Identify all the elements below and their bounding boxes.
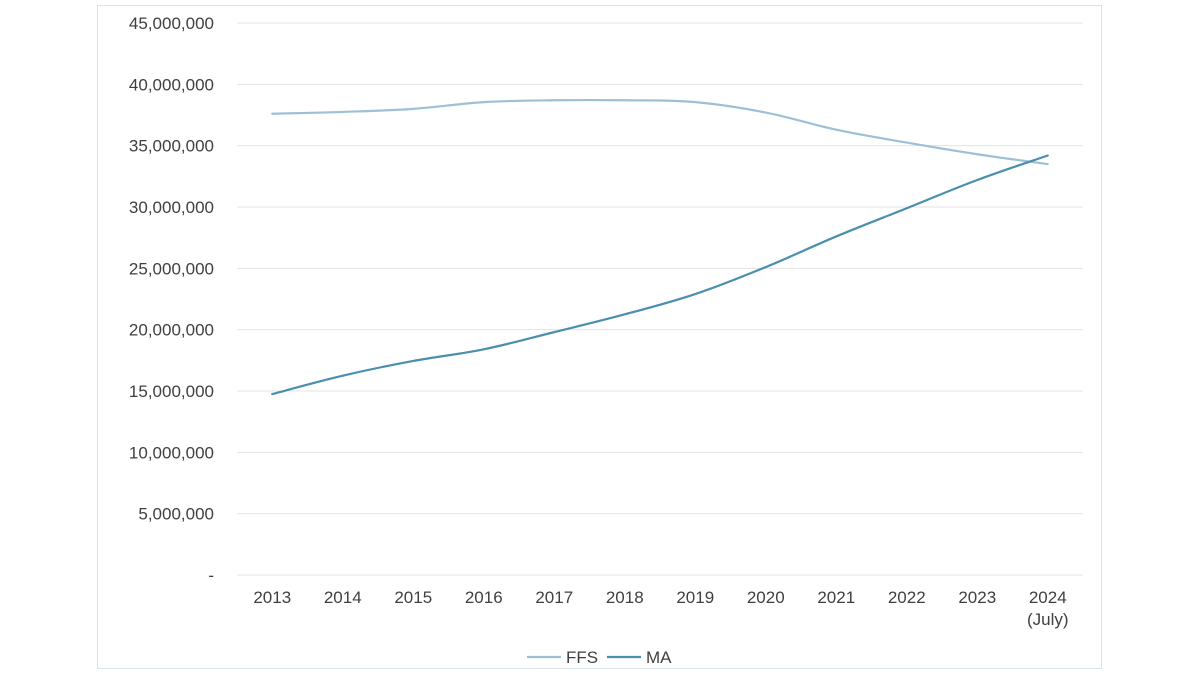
series-line-ma — [271, 154, 1049, 396]
x-tick-label: 2019 — [676, 588, 714, 607]
x-tick-label: 2017 — [535, 588, 573, 607]
x-tick-label: 2020 — [747, 588, 785, 607]
y-tick-label: 25,000,000 — [129, 259, 214, 278]
x-tick-label: 2023 — [958, 588, 996, 607]
y-tick-label: 35,000,000 — [129, 137, 214, 156]
x-tick-label: 2014 — [324, 588, 362, 607]
x-axis-tick-labels: 2013 2014 2015 2016 2017 2018 2019 2020 2021 2022… — [253, 588, 1068, 629]
y-tick-label: 10,000,000 — [129, 443, 214, 462]
series-line-ffs — [271, 98, 1049, 166]
x-tick-label: 2013 — [253, 588, 291, 607]
y-tick-label: 40,000,000 — [129, 75, 214, 94]
legend-label-ma: MA — [646, 648, 672, 667]
x-tick-label: 2016 — [465, 588, 503, 607]
y-axis-tick-labels: - 5,000,000 10,000,000 15,000,000 20,000,000… — [129, 14, 214, 585]
x-tick-label: 2015 — [394, 588, 432, 607]
x-tick-label: 2021 — [817, 588, 855, 607]
x-tick-label: 2024 (July) — [1027, 588, 1069, 629]
x-tick-label: 2018 — [606, 588, 644, 607]
legend-label-ffs: FFS — [566, 648, 598, 667]
y-tick-label: 30,000,000 — [129, 198, 214, 217]
y-tick-label: - — [208, 566, 214, 585]
y-tick-label: 20,000,000 — [129, 321, 214, 340]
y-tick-label: 45,000,000 — [129, 14, 214, 33]
y-tick-label: 15,000,000 — [129, 382, 214, 401]
gridlines — [237, 22, 1083, 576]
legend: FFS MA — [527, 648, 672, 667]
x-tick-label: 2022 — [888, 588, 926, 607]
y-tick-label: 5,000,000 — [138, 505, 214, 524]
series-lines — [271, 98, 1049, 396]
chart-frame — [97, 5, 1102, 669]
